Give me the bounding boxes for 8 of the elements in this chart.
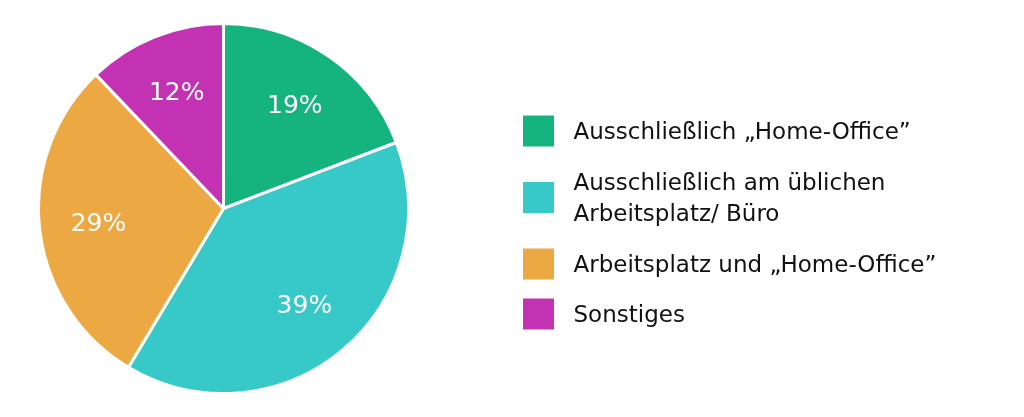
data-label: 19% (267, 90, 323, 120)
data-label: 29% (70, 207, 127, 237)
legend-label: Arbeitsplatz und „Home-Office” (573, 251, 937, 277)
legend-label: Ausschließlich am üblichen Arbeitsplatz/ Büro (573, 168, 886, 227)
data-label: 12% (148, 77, 205, 107)
legend-label: Sonstiges (573, 301, 685, 327)
data-label: 39% (276, 290, 333, 320)
legend-label: Ausschließlich „Home-Office” (573, 118, 911, 144)
